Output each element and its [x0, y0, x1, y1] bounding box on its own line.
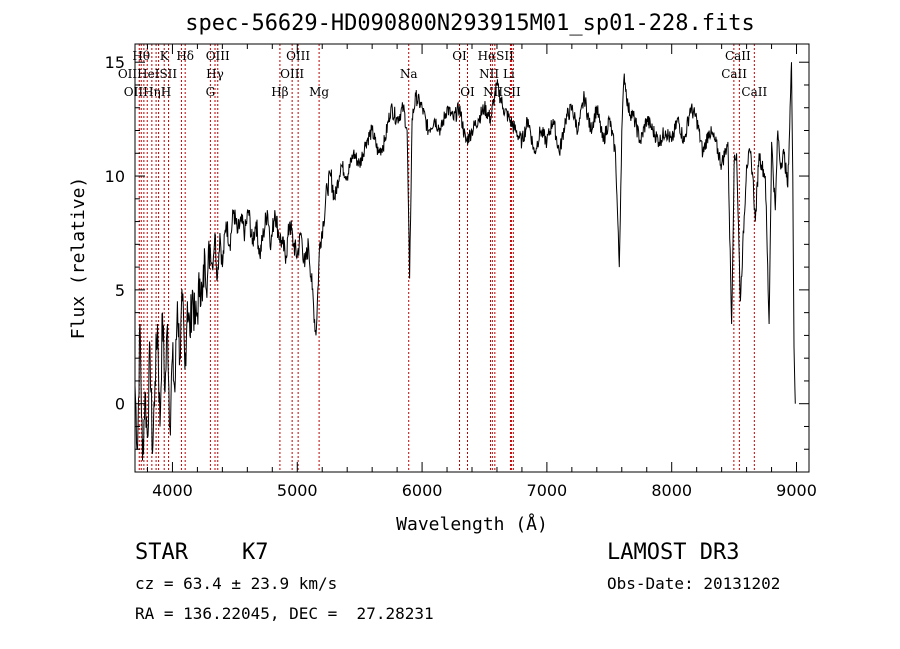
line-label: NIISII — [483, 85, 521, 99]
line-label: OIIHeISII — [118, 67, 178, 81]
line-label: K — [160, 49, 170, 63]
line-label: Na — [400, 67, 418, 81]
x-tick-label: 9000 — [776, 481, 817, 500]
line-label: Mg — [309, 85, 329, 99]
plot-frame — [134, 43, 810, 473]
y-tick-label: 10 — [105, 167, 125, 186]
line-label: OIIHηH — [124, 85, 171, 99]
flux-series-line — [134, 62, 796, 461]
x-tick-label: 4000 — [152, 481, 193, 500]
chart-title: spec-56629-HD090800N293915M01_sp01-228.f… — [185, 11, 755, 36]
x-tick-label: 7000 — [527, 481, 568, 500]
line-label: Hβ — [271, 85, 288, 99]
line-label: CaII — [741, 85, 767, 99]
spectral-subclass: K7 — [242, 540, 269, 565]
x-axis-ticks: 4000 5000 6000 7000 8000 9000 — [146, 44, 817, 500]
line-label: Hδ — [176, 49, 194, 63]
line-label: Hγ — [206, 67, 224, 81]
x-tick-label: 6000 — [402, 481, 443, 500]
y-axis-ticks: 0 5 10 15 — [105, 53, 809, 450]
line-label: Hθ — [132, 49, 150, 63]
x-axis-label: Wavelength (Å) — [396, 513, 548, 535]
survey-name: LAMOST DR3 — [607, 540, 740, 565]
y-tick-label: 0 — [115, 395, 125, 414]
x-tick-label: 8000 — [651, 481, 692, 500]
obs-date-text: Obs-Date: 20131202 — [607, 574, 781, 593]
y-tick-label: 5 — [115, 281, 125, 300]
line-label: OI — [452, 49, 467, 63]
coordinates-text: RA = 136.22045, DEC = 27.28231 — [135, 604, 434, 623]
object-class: STAR — [135, 540, 188, 565]
line-label: OI — [460, 85, 475, 99]
line-label: OIII — [206, 49, 230, 63]
emission-line-labels: Hθ K Hδ OIII OIII OI HαSII CaII OIIHeISII Hγ OIII N… — [118, 49, 768, 99]
redshift-text: cz = 63.4 ± 23.9 km/s — [135, 574, 338, 593]
line-label: CaII — [721, 67, 747, 81]
line-label: OIII — [280, 67, 304, 81]
line-label: G — [206, 85, 216, 99]
x-tick-label: 5000 — [277, 481, 318, 500]
line-label: CaII — [725, 49, 751, 63]
line-label: NII Li — [479, 67, 515, 81]
line-label: HαSII — [478, 49, 515, 63]
y-axis-label: Flux (relative) — [68, 177, 89, 340]
y-tick-label: 15 — [105, 53, 125, 72]
line-label: OIII — [286, 49, 310, 63]
